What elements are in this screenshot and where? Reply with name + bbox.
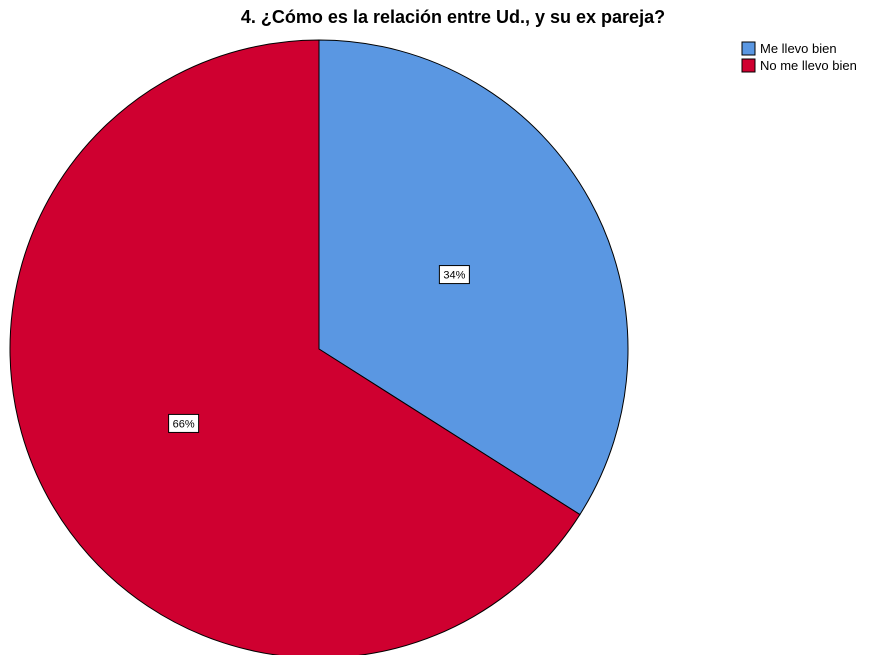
legend-item-2: No me llevo bien xyxy=(741,58,857,73)
pie-slice-1 xyxy=(318,39,629,516)
pie-slices xyxy=(9,39,629,655)
data-label-box xyxy=(438,265,470,285)
legend-swatch xyxy=(741,41,756,56)
data-label-text: 34% xyxy=(443,270,465,282)
legend-item-1: Me llevo bien xyxy=(741,41,837,56)
legend: Me llevo bien No me llevo bien xyxy=(741,41,857,73)
data-label-box xyxy=(168,413,200,433)
pie-slice-2 xyxy=(9,39,581,655)
chart-title: 4. ¿Cómo es la relación entre Ud., y su … xyxy=(241,7,665,27)
legend-swatch xyxy=(741,58,756,73)
data-label-2: 66% xyxy=(168,413,200,433)
pie-data-labels: 34% 66% xyxy=(168,265,470,433)
legend-label: No me llevo bien xyxy=(760,58,857,73)
data-label-1: 34% xyxy=(438,265,470,285)
legend-label: Me llevo bien xyxy=(760,41,837,56)
data-label-text: 66% xyxy=(173,418,195,430)
